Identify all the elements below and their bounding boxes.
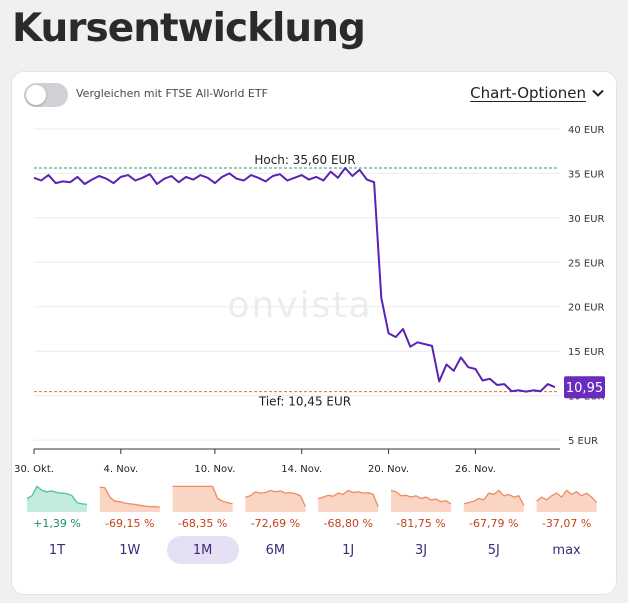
compare-label: Vergleichen mit FTSE All-World ETF bbox=[76, 87, 268, 100]
sparkline-line bbox=[463, 489, 525, 506]
sparkline-line bbox=[245, 489, 306, 507]
chart-options-label: Chart-Optionen bbox=[470, 84, 586, 102]
high-label: Hoch: 35,60 EUR bbox=[254, 153, 355, 167]
x-tick-label: 20. Nov. bbox=[368, 464, 409, 475]
toggle-knob bbox=[26, 85, 46, 105]
x-tick-label: 4. Nov. bbox=[104, 464, 139, 475]
range-button-1t[interactable]: 1T bbox=[21, 536, 93, 564]
range-button-1j[interactable]: 1J bbox=[312, 536, 384, 564]
low-label: Tief: 10,45 EUR bbox=[258, 395, 351, 409]
range-button-1w[interactable]: 1W bbox=[94, 536, 166, 564]
range-change-label: -68,80 % bbox=[323, 517, 372, 530]
range-change-label: -72,69 % bbox=[251, 517, 300, 530]
range-button-max[interactable]: max bbox=[531, 536, 603, 564]
x-tick-label: 26. Nov. bbox=[455, 464, 496, 475]
sparkline-area bbox=[318, 490, 379, 512]
range-button-6m[interactable]: 6M bbox=[239, 536, 311, 564]
y-tick-label: 5 EUR bbox=[568, 436, 598, 447]
chart-card: Vergleichen mit FTSE All-World ETF Chart… bbox=[12, 72, 616, 594]
sparkline-line bbox=[536, 489, 598, 504]
y-tick-label: 35 EUR bbox=[568, 169, 605, 180]
range-button-3j[interactable]: 3J bbox=[385, 536, 457, 564]
page-title: Kursentwicklung bbox=[12, 6, 366, 51]
y-tick-label: 20 EUR bbox=[568, 303, 605, 314]
range-change-label: -67,79 % bbox=[469, 517, 518, 530]
y-tick-label: 15 EUR bbox=[568, 347, 605, 358]
range-button-5j[interactable]: 5J bbox=[458, 536, 530, 564]
chart-options-button[interactable]: Chart-Optionen bbox=[470, 84, 604, 102]
x-tick-label: 10. Nov. bbox=[194, 464, 235, 475]
sparkline-line bbox=[99, 486, 160, 508]
sparkline-area bbox=[27, 486, 87, 512]
range-change-label: -81,75 % bbox=[396, 517, 445, 530]
sparkline-line bbox=[318, 489, 379, 507]
range-button-1m[interactable]: 1M bbox=[166, 536, 239, 564]
x-tick-label: 30. Okt. bbox=[14, 464, 54, 475]
range-sparklines: +1,39 % -69,15 % -68,35 % -72,69 % -68,80 % -… bbox=[26, 485, 598, 530]
chevron-down-icon bbox=[592, 89, 604, 97]
compare-toggle[interactable] bbox=[24, 83, 68, 107]
sparkline-area bbox=[99, 487, 160, 512]
sparkline-line bbox=[26, 485, 88, 506]
price-line bbox=[33, 167, 556, 393]
sparkline-line bbox=[172, 485, 233, 505]
sparkline-area bbox=[245, 490, 306, 512]
y-tick-label: 25 EUR bbox=[568, 258, 605, 269]
sparkline-line bbox=[390, 489, 452, 505]
range-change-label: -37,07 % bbox=[542, 517, 591, 530]
y-tick-label: 40 EUR bbox=[568, 125, 605, 136]
sparkline-area bbox=[172, 486, 233, 512]
y-tick-label: 30 EUR bbox=[568, 214, 605, 225]
range-change-label: -68,35 % bbox=[178, 517, 227, 530]
x-tick-label: 14. Nov. bbox=[281, 464, 322, 475]
range-change-label: -69,15 % bbox=[105, 517, 154, 530]
range-change-label: +1,39 % bbox=[33, 517, 81, 530]
range-selector: 1T 1W 1M 6M 1J 3J 5J max bbox=[12, 536, 616, 564]
last-value-badge bbox=[564, 376, 605, 399]
sparkline-area bbox=[463, 490, 524, 512]
watermark-logo: onvista bbox=[227, 285, 372, 326]
last-value-label: 10,95 bbox=[566, 381, 603, 396]
